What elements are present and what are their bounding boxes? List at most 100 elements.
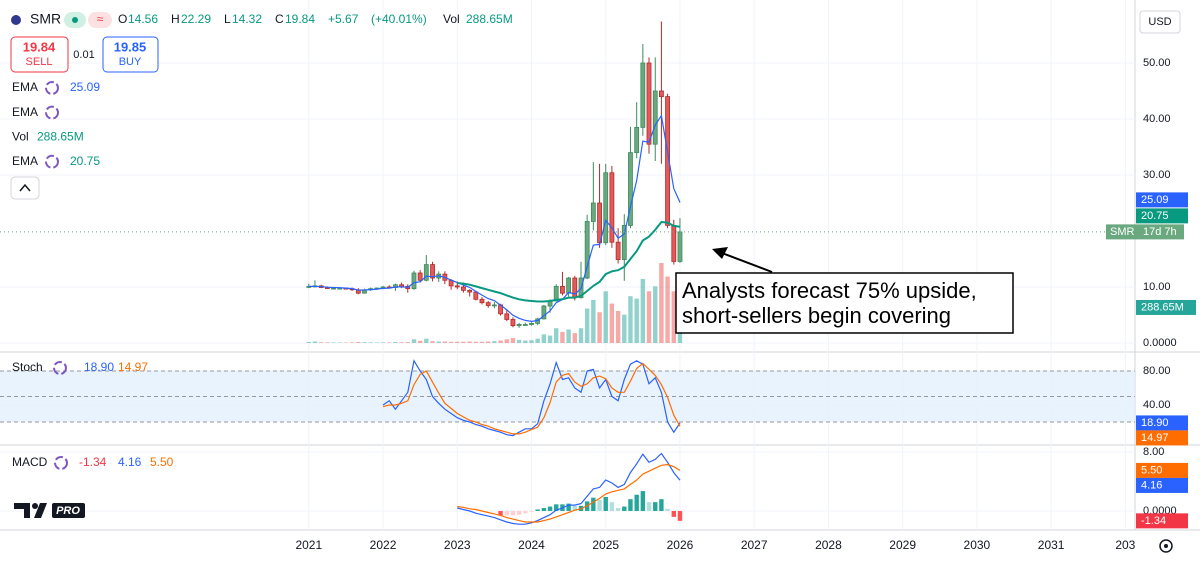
candle-body <box>609 172 615 243</box>
macd-line <box>457 463 681 523</box>
price-badge-symbol: SMR <box>1110 226 1135 238</box>
axis-badge <box>1136 430 1188 446</box>
legend-name: Vol <box>12 129 29 143</box>
indicator-icon[interactable] <box>53 361 67 375</box>
annotation-line: short-sellers begin covering <box>682 303 951 328</box>
volume-bar <box>615 310 621 343</box>
volume-bar <box>424 338 429 343</box>
y-tick-label: 40.00 <box>1143 399 1171 411</box>
macd-line <box>457 452 681 525</box>
candle-body <box>677 231 683 262</box>
candle-body <box>560 286 565 294</box>
ohlc-value: 14.56 <box>128 12 158 26</box>
volume-bar <box>603 291 608 343</box>
indicator-icon[interactable] <box>54 456 68 470</box>
chevron-icon <box>19 183 31 192</box>
volume-bar <box>640 278 646 343</box>
ema-line <box>308 113 681 323</box>
macd-histogram-bar <box>671 510 676 517</box>
macd-histogram-bar <box>659 499 664 511</box>
volume-bar <box>473 341 479 343</box>
macd-histogram-bar <box>504 510 509 516</box>
candle-body <box>671 224 677 262</box>
x-tick-label: 2023 <box>444 538 471 552</box>
ohlc-label: C <box>275 12 284 26</box>
header: SMR ≈ <box>11 11 112 28</box>
volume-bar <box>671 291 676 343</box>
volume-bar <box>325 342 330 343</box>
candle-body <box>628 152 633 226</box>
volume-bar <box>436 341 441 343</box>
candle-body <box>331 287 336 290</box>
stoch-value: 18.90 <box>84 360 114 374</box>
stoch-line <box>382 359 681 437</box>
volume-bar <box>417 340 423 343</box>
trade-buttons: 19.84 SELL 0.01 19.85 BUY <box>10 36 159 73</box>
volume-bar <box>609 303 615 343</box>
legend-name: EMA <box>12 105 38 119</box>
macd-histogram-bar <box>529 510 534 512</box>
volume-bar <box>665 276 670 343</box>
volume-bar <box>535 338 540 343</box>
ohlc-label: L <box>224 12 231 26</box>
status-icon: ≈ <box>97 12 104 26</box>
volume-bar <box>455 341 460 343</box>
volume-bar <box>578 328 584 343</box>
indicator-icon[interactable] <box>45 105 59 120</box>
collapse-button[interactable] <box>10 176 40 200</box>
volume-bar <box>312 341 318 343</box>
candle-body <box>411 272 417 290</box>
candle-body <box>621 224 627 260</box>
buy-button[interactable] <box>102 36 159 73</box>
annotation-box <box>675 272 1014 334</box>
logo-mark <box>14 503 47 518</box>
annotation-arrow <box>721 252 773 273</box>
macd-histogram-bar <box>646 502 652 511</box>
change-percent: (+40.01%) <box>371 12 427 26</box>
candle-body <box>479 298 485 304</box>
candle-body <box>491 304 497 307</box>
macd-value: -1.34 <box>79 455 107 469</box>
candle-body <box>584 221 590 279</box>
x-tick-label: 2030 <box>964 538 991 552</box>
volume-bar <box>622 314 627 343</box>
macd-histogram-bar <box>591 497 596 511</box>
candle-body <box>659 90 664 97</box>
volume-bar <box>584 308 590 343</box>
volume-bar <box>510 338 516 343</box>
indicator-icon[interactable] <box>45 154 59 169</box>
y-tick-label: 40.00 <box>1143 113 1171 125</box>
volume-bar <box>393 341 398 343</box>
settings-icon[interactable] <box>1159 539 1173 553</box>
macd-histogram-bar <box>665 508 670 511</box>
volume-bar <box>560 331 565 343</box>
axis-badge-label: 18.90 <box>1141 417 1169 429</box>
settings-icon-center <box>1164 544 1168 548</box>
candle-body <box>399 284 404 287</box>
symbol-icon <box>11 15 21 25</box>
buy-price: 19.85 <box>114 39 147 54</box>
volume-bar <box>399 342 404 343</box>
macd-histogram-bar <box>516 510 522 515</box>
volume-bar <box>368 342 373 343</box>
macd-histogram-bar <box>609 502 615 511</box>
x-tick-label: 2031 <box>1038 538 1065 552</box>
candle-body <box>541 305 547 320</box>
candle-body <box>522 324 528 326</box>
sell-button[interactable] <box>10 36 69 73</box>
currency-box[interactable] <box>1139 10 1181 34</box>
candle-body <box>510 319 516 327</box>
sell-label: SELL <box>26 56 53 68</box>
volume-bar <box>597 312 602 343</box>
volume-value: 288.65M <box>466 12 513 26</box>
candle-body <box>473 291 479 300</box>
axis-badge-label: -1.34 <box>1141 515 1166 527</box>
macd-histogram-bar <box>597 499 602 511</box>
candle-body <box>516 324 522 327</box>
volume-bar <box>442 341 448 343</box>
axis-badge <box>1136 513 1188 529</box>
buy-label: BUY <box>119 56 142 68</box>
indicator-icon[interactable] <box>45 81 59 95</box>
macd-histogram-bar <box>572 505 577 511</box>
